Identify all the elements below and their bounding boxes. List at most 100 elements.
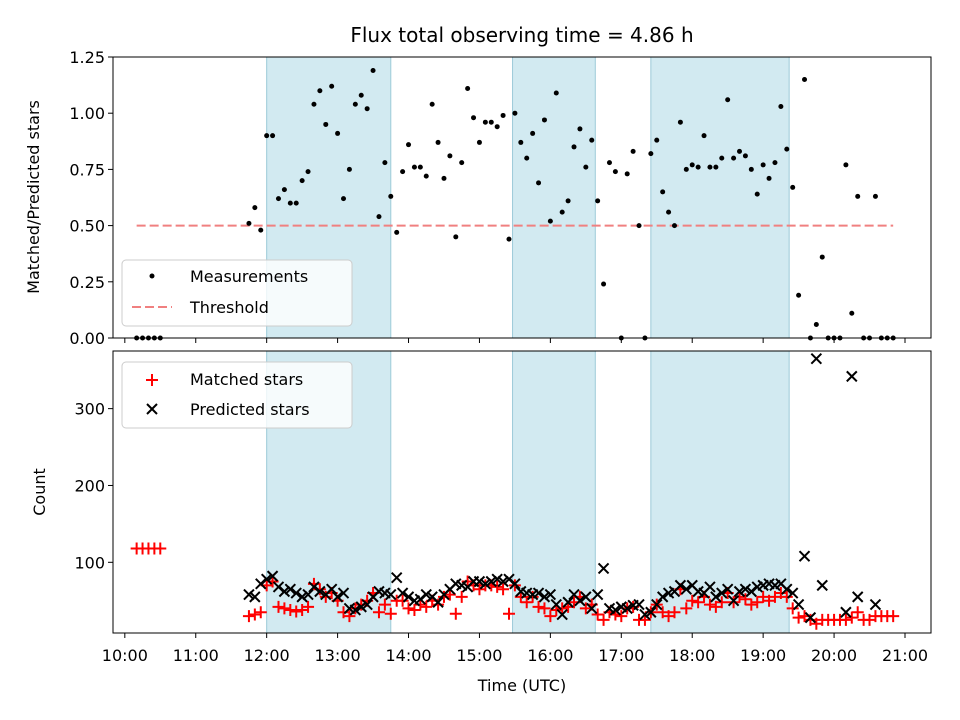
- measurement-point: [447, 153, 453, 159]
- measurement-point: [654, 137, 660, 143]
- predicted-star-point: [840, 606, 852, 618]
- top-x-ticks: [124, 338, 906, 343]
- measurement-point: [666, 209, 672, 215]
- x-tick-label: 21:00: [882, 646, 928, 665]
- measurement-point: [713, 164, 719, 170]
- predicted-star-point: [479, 578, 492, 590]
- measurement-point: [731, 155, 737, 161]
- matched-star-point: [680, 602, 693, 615]
- measurement-point: [411, 164, 417, 170]
- predicted-star-point: [337, 587, 350, 599]
- bottom-legend-box: [121, 361, 353, 429]
- measurement-point: [494, 124, 500, 130]
- matched-star-point: [597, 613, 610, 626]
- chart-title: Flux total observing time = 4.86 h: [350, 23, 693, 47]
- measurement-point: [606, 160, 612, 166]
- matched-star-point: [396, 594, 409, 607]
- predicted-star-point: [325, 583, 338, 595]
- predicted-star-point: [786, 587, 799, 599]
- predicted-star-point: [609, 604, 622, 616]
- matched-star-point: [591, 608, 604, 621]
- predicted-star-point: [792, 598, 805, 611]
- measurement-point: [796, 292, 802, 298]
- matched-star-point: [526, 590, 539, 603]
- measurement-point: [630, 148, 636, 154]
- measurement-point: [689, 162, 695, 168]
- bottom-y-tick-label: 100: [74, 553, 105, 572]
- predicted-star-point: [284, 583, 297, 595]
- x-tick-label: 15:00: [456, 646, 502, 665]
- matched-star-point: [278, 602, 291, 615]
- predicted-star-point: [816, 579, 828, 592]
- matched-star-point: [372, 606, 385, 619]
- matched-star-point: [715, 596, 728, 609]
- measurement-point: [488, 119, 494, 125]
- measurement-point: [400, 169, 406, 175]
- bottom-y-axis-label: Count: [30, 468, 49, 516]
- x-tick-label: 12:00: [244, 646, 290, 665]
- measurement-point: [441, 175, 447, 181]
- matched-star-point: [692, 596, 705, 609]
- measurement-point: [506, 236, 512, 242]
- measurement-point: [317, 88, 323, 94]
- measurement-point: [346, 166, 352, 172]
- predicted-star-point: [562, 596, 574, 608]
- matched-star-point: [154, 542, 167, 555]
- predicted-star-point: [544, 588, 557, 601]
- matched-star-point: [520, 596, 533, 609]
- matched-star-point: [437, 590, 450, 603]
- x-tick-label: 11:00: [173, 646, 219, 665]
- measurement-point: [388, 193, 394, 199]
- matched-star-point: [792, 611, 805, 624]
- top-y-tick-label: 1.25: [69, 48, 105, 67]
- measurement-point: [843, 162, 849, 168]
- predicted-star-point: [538, 591, 551, 603]
- predicted-star-point: [651, 598, 663, 611]
- measurement-point: [547, 218, 553, 224]
- measurement-point: [524, 155, 530, 161]
- predicted-star-point: [509, 578, 521, 590]
- measurement-point: [772, 160, 778, 166]
- predicted-star-point: [810, 352, 823, 365]
- measurement-point: [471, 115, 477, 121]
- matched-star-point: [686, 594, 699, 607]
- matched-star-point: [343, 610, 356, 623]
- measurement-point: [429, 101, 435, 107]
- predicted-star-point: [355, 601, 367, 613]
- predicted-star-point: [361, 598, 373, 611]
- matched-star-point: [668, 606, 681, 619]
- measurement-point: [790, 184, 796, 190]
- matched-star-point: [887, 610, 900, 623]
- predicted-star-point: [846, 370, 858, 383]
- top-y-axis-label: Matched/Predicted stars: [24, 100, 43, 294]
- top-y-tick-label: 1.00: [69, 104, 105, 123]
- top-panel: 0.00 0.25 0.50 0.75 1.00 1.25 Flux total obse…: [24, 23, 932, 348]
- predicted-star-point: [491, 573, 503, 585]
- x-tick-label: 14:00: [385, 646, 431, 665]
- predicted-star-point: [420, 588, 432, 601]
- measurement-point: [536, 180, 542, 186]
- x-tick-label: 16:00: [527, 646, 573, 665]
- predicted-star-point: [550, 598, 562, 611]
- measurement-point: [784, 146, 790, 152]
- measurement-point: [802, 76, 808, 82]
- matched-star-point: [751, 596, 764, 609]
- x-tick-label: 18:00: [669, 646, 715, 665]
- predicted-star-point: [260, 573, 273, 585]
- measurement-point: [305, 169, 311, 175]
- measurement-point: [695, 164, 701, 170]
- predicted-stars-points: [243, 352, 882, 624]
- measurement-point: [364, 106, 370, 112]
- measurement-point: [512, 110, 518, 116]
- measurement-point: [701, 133, 707, 139]
- predicted-star-point: [716, 587, 728, 599]
- predicted-star-point: [278, 585, 291, 598]
- measurement-point: [287, 200, 293, 206]
- matched-star-point: [745, 598, 758, 611]
- measurement-point: [453, 234, 459, 240]
- measurement-point: [636, 223, 642, 229]
- measurement-point: [541, 117, 547, 123]
- measurement-point: [246, 220, 252, 226]
- legend-matched-marker: [146, 374, 158, 386]
- predicted-star-point: [804, 611, 817, 624]
